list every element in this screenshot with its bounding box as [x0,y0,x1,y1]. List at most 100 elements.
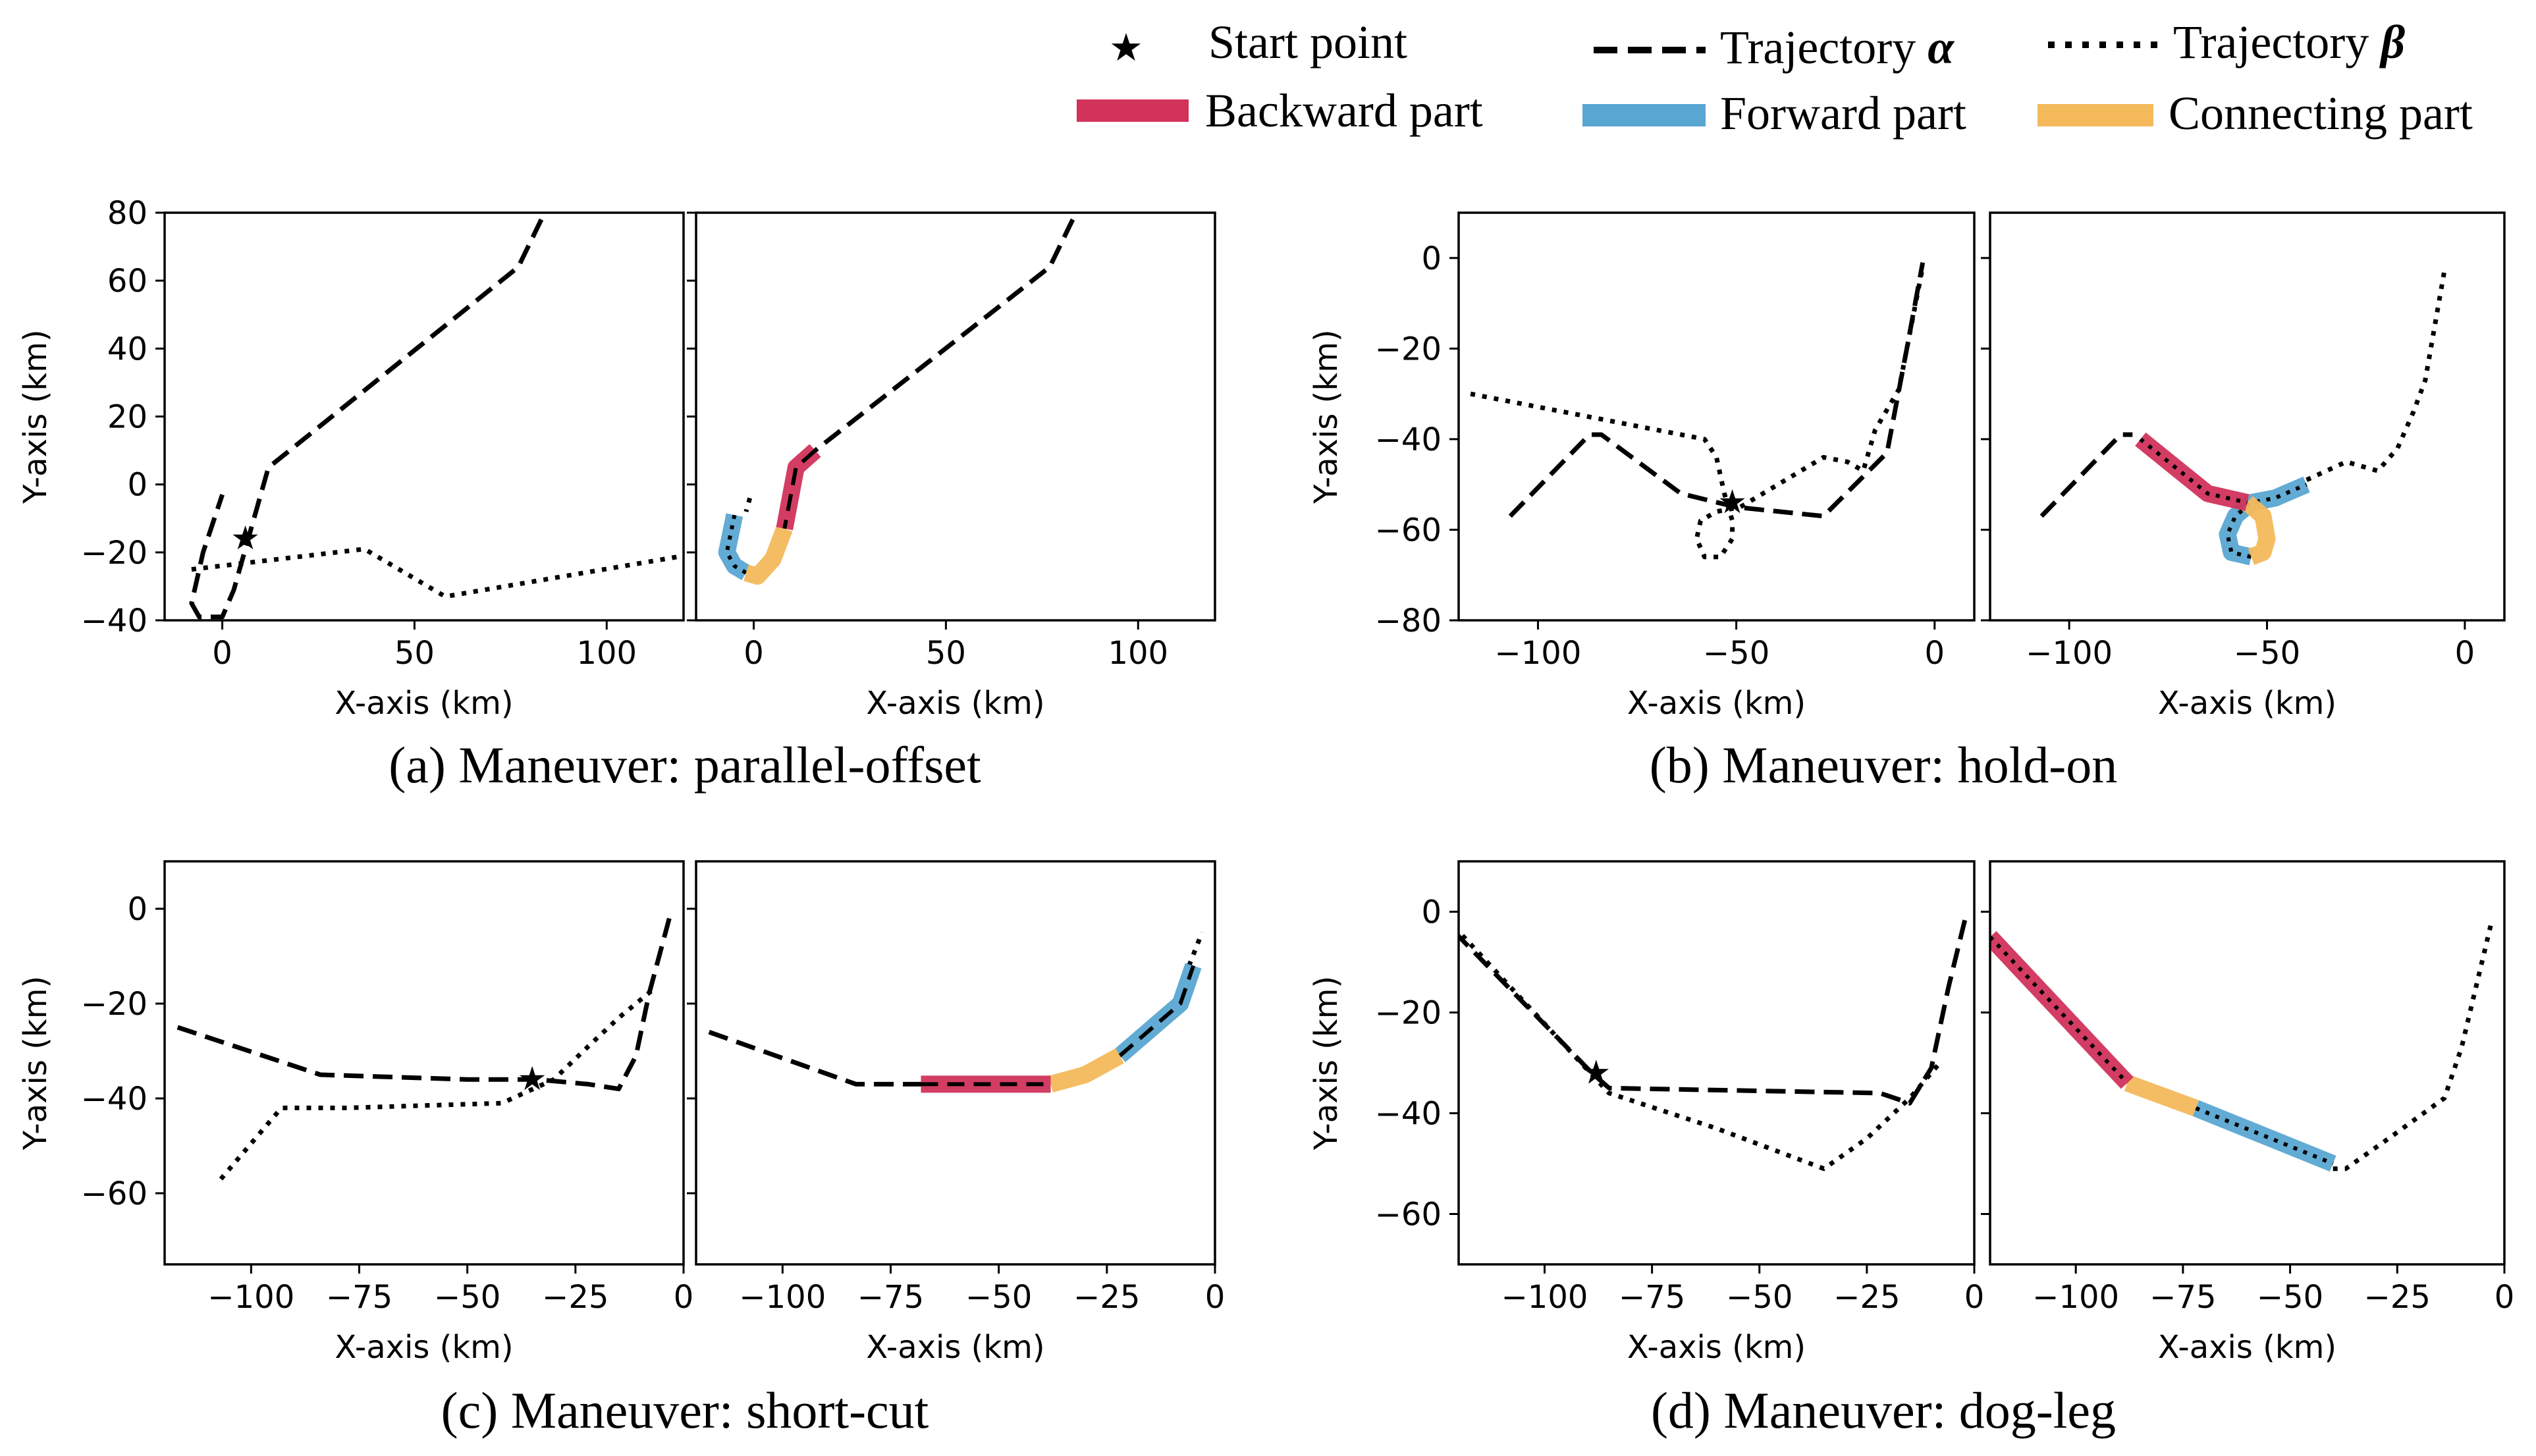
trajectory-alpha-line-b-right [2039,432,2133,518]
trajectory-alpha-line-a-right [813,218,1075,452]
plot-area-b-left [1470,262,1926,560]
plot-area-c-left [176,913,673,1181]
plot-area-b-right [2039,266,2448,566]
forward-part-band-a [718,513,751,581]
x-tick-label-a-left-2: 100 [576,635,637,672]
start-point-star-icon-a: ★ [230,519,260,557]
backward-part-band-d-trajectory-overlay [1990,935,2129,1085]
x-tick-label-c-right-2: −50 [965,1279,1032,1316]
x-axis-label-b-right: X-axis (km) [2158,685,2336,722]
plot-area-d-right [1990,921,2494,1172]
legend-beta-label: Trajectory β [2173,16,2405,68]
x-tick-label-c-left-4: 0 [674,1279,694,1316]
x-axis-label-c-right: X-axis (km) [866,1329,1044,1366]
y-tick-label-a-left-2: 0 [127,467,148,504]
legend-connecting-label: Connecting part [2169,87,2473,140]
y-tick-label-a-left-4: 40 [107,331,148,367]
axes-frame-b-left [1457,211,1976,622]
trajectory-beta-line-b [1470,266,1926,560]
connecting-part-band-d [2124,1075,2199,1117]
axes-frame-d-left [1457,860,1976,1266]
legend-entry-start-point: ★ Start point [1109,16,1407,70]
legend-entry-backward-part: Backward part [1077,84,1483,137]
y-tick-label-c-left-2: −20 [81,986,148,1023]
plot-area-d-left [1459,916,1968,1172]
trajectory-tail-line-a-right [743,497,753,512]
caption-c: (c) Maneuver: short-cut [441,1382,929,1439]
y-tick-label-b-left-4: 0 [1421,240,1442,277]
legend-backward-label: Backward part [1205,84,1483,137]
x-tick-label-d-right-4: 0 [2495,1279,2515,1316]
legend-alpha-label: Trajectory α [1720,21,1955,74]
y-axis-label-d: Y-axis (km) [1308,976,1345,1150]
axes-frame-a-left [163,211,685,622]
x-axis-label-a-right: X-axis (km) [866,685,1044,722]
start-point-star-icon-d: ★ [1581,1053,1611,1091]
x-tick-label-c-right-0: −100 [739,1279,826,1316]
y-axis-label-a: Y-axis (km) [17,329,54,504]
axes-frame-b-right [1989,211,2506,622]
trajectory-alpha-line-b [1508,262,1926,519]
x-tick-label-b-left-2: 0 [1924,635,1945,672]
x-axis-label-b-left: X-axis (km) [1627,685,1806,722]
y-tick-label-a-left-3: 20 [107,399,148,436]
connecting-part-band-c [1048,1048,1124,1092]
x-axis-label-d-right: X-axis (km) [2158,1329,2336,1366]
plot-area-a-right [718,218,1075,585]
forward-part-band-c-trajectory-overlay [1118,965,1196,1058]
legend-entry-forward-part: Forward part [1582,87,1966,140]
start-point-star-icon-c: ★ [518,1060,547,1098]
backward-part-band-a-trajectory-overlay [782,448,817,529]
x-tick-label-c-left-3: −25 [542,1279,608,1316]
x-tick-label-d-right-2: −50 [2257,1279,2323,1316]
caption-b: (b) Maneuver: hold-on [1650,736,2117,794]
axes-frame-a-right [695,211,1216,622]
x-axis-label-a-left: X-axis (km) [335,685,513,722]
x-tick-label-d-right-3: −25 [2364,1279,2431,1316]
trajectory-beta-line-a [191,547,684,599]
caption-a: (a) Maneuver: parallel-offset [389,736,981,794]
y-tick-label-c-left-0: −60 [81,1175,148,1212]
x-tick-label-d-left-1: −75 [1619,1279,1685,1316]
x-tick-label-b-left-0: −100 [1495,635,1582,672]
legend-entry-trajectory-beta: Trajectory β [2048,16,2405,68]
axes-frame-c-right [695,860,1216,1266]
start-point-star-icon-b: ★ [1717,483,1747,521]
y-tick-label-c-left-3: 0 [127,891,148,928]
y-tick-label-a-left-5: 60 [107,263,148,300]
backward-part-band-b [2135,432,2250,511]
x-tick-label-c-right-1: −75 [857,1279,924,1316]
trajectory-alpha-line-a [189,218,544,620]
x-tick-label-c-left-1: −75 [326,1279,392,1316]
x-axis-label-c-left: X-axis (km) [335,1329,513,1366]
trajectory-alpha-line-d [1459,916,1968,1106]
x-tick-label-c-left-0: −100 [207,1279,294,1316]
y-axis-label-c: Y-axis (km) [17,976,54,1150]
legend-forward-label: Forward part [1720,87,1966,140]
legend-start-label: Start point [1208,16,1407,68]
x-tick-label-b-left-1: −50 [1703,635,1769,672]
x-tick-label-b-right-1: −50 [2234,635,2300,672]
legend-entry-trajectory-alpha: Trajectory α [1594,21,1955,74]
x-axis-label-d-left: X-axis (km) [1627,1329,1806,1366]
legend-start-star-icon: ★ [1109,25,1143,70]
y-tick-label-d-left-1: −40 [1375,1096,1442,1133]
y-tick-label-a-left-1: −20 [81,535,148,572]
x-tick-label-a-right-2: 100 [1108,635,1168,672]
backward-part-band-b-trajectory-overlay [2139,437,2248,505]
subfigure-a: 0 50 100 X-axis (km) −40 −20 0 20 40 60 80 Y-axis (… [17,195,1216,722]
trajectory-beta-line-d-right [2333,921,2494,1172]
trajectory-beta-line-c-right [1187,931,1204,967]
x-tick-label-b-right-2: 0 [2455,635,2475,672]
x-tick-label-a-right-0: 0 [743,635,764,672]
trajectory-beta-line-c [219,987,655,1181]
forward-part-band-c [1114,963,1202,1063]
axes-frame-d-right [1989,860,2506,1266]
x-tick-label-b-right-0: −100 [2026,635,2113,672]
x-tick-label-d-left-3: −25 [1833,1279,1900,1316]
x-tick-label-d-left-4: 0 [1964,1279,1985,1316]
plot-area-a-left [189,218,684,620]
y-tick-label-d-left-0: −60 [1375,1197,1442,1233]
backward-part-band-a [776,444,821,531]
